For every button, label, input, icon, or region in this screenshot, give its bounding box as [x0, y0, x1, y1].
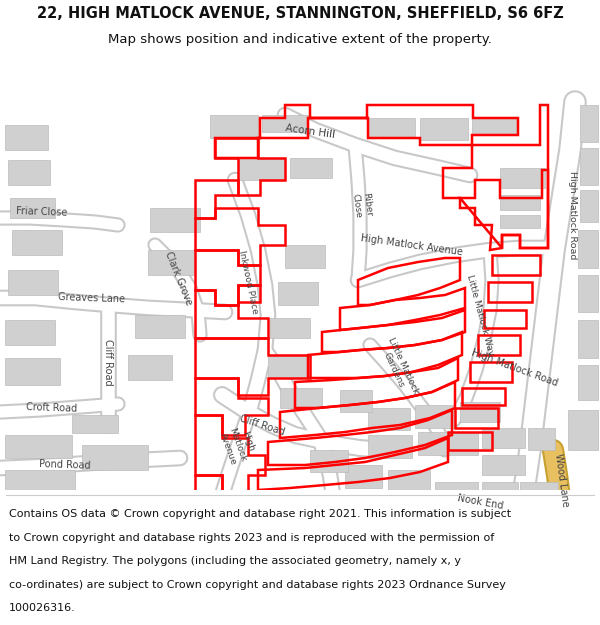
- Polygon shape: [420, 118, 468, 140]
- Polygon shape: [418, 432, 478, 455]
- Polygon shape: [528, 428, 555, 450]
- Text: Croft Road: Croft Road: [26, 402, 78, 414]
- Text: High Matlock Road: High Matlock Road: [568, 171, 577, 259]
- Polygon shape: [135, 315, 185, 338]
- Polygon shape: [340, 390, 372, 412]
- Text: Nook End: Nook End: [456, 493, 504, 511]
- Polygon shape: [482, 482, 518, 502]
- Text: co-ordinates) are subject to Crown copyright and database rights 2023 Ordnance S: co-ordinates) are subject to Crown copyr…: [9, 580, 506, 590]
- Polygon shape: [290, 158, 332, 178]
- Text: High Matlock Avenue: High Matlock Avenue: [361, 233, 464, 257]
- Polygon shape: [238, 158, 285, 180]
- Text: Cliff Road: Cliff Road: [238, 413, 286, 437]
- Text: Acorn Hill: Acorn Hill: [284, 124, 335, 141]
- Polygon shape: [500, 195, 540, 210]
- Polygon shape: [262, 115, 308, 132]
- Polygon shape: [8, 270, 58, 295]
- Polygon shape: [482, 455, 525, 475]
- Polygon shape: [520, 482, 558, 500]
- Polygon shape: [580, 148, 598, 185]
- Text: Map shows position and indicative extent of the property.: Map shows position and indicative extent…: [108, 34, 492, 46]
- Polygon shape: [8, 160, 50, 185]
- Polygon shape: [472, 118, 518, 135]
- Text: Inkwood Place: Inkwood Place: [237, 249, 259, 314]
- Polygon shape: [5, 358, 60, 385]
- Polygon shape: [500, 168, 545, 188]
- Polygon shape: [5, 125, 48, 150]
- Text: Pond Road: Pond Road: [39, 459, 91, 471]
- Polygon shape: [12, 230, 62, 255]
- Text: Greaves Lane: Greaves Lane: [58, 292, 125, 304]
- Polygon shape: [150, 208, 200, 232]
- Polygon shape: [368, 408, 410, 430]
- Polygon shape: [278, 282, 318, 305]
- Polygon shape: [460, 402, 500, 422]
- Polygon shape: [388, 470, 430, 492]
- Text: 22, HIGH MATLOCK AVENUE, STANNINGTON, SHEFFIELD, S6 6FZ: 22, HIGH MATLOCK AVENUE, STANNINGTON, SH…: [37, 6, 563, 21]
- Polygon shape: [578, 320, 598, 358]
- Text: Contains OS data © Crown copyright and database right 2021. This information is : Contains OS data © Crown copyright and d…: [9, 509, 511, 519]
- Text: Friar Close: Friar Close: [16, 206, 68, 218]
- Polygon shape: [578, 230, 598, 268]
- Polygon shape: [580, 190, 598, 222]
- Polygon shape: [368, 435, 412, 458]
- Text: Little Matlock Way: Little Matlock Way: [465, 274, 495, 356]
- Polygon shape: [268, 355, 308, 378]
- Polygon shape: [415, 405, 455, 428]
- Polygon shape: [10, 198, 55, 218]
- Polygon shape: [148, 250, 195, 275]
- Text: Clark Grove: Clark Grove: [163, 249, 193, 306]
- Text: to Crown copyright and database rights 2023 and is reproduced with the permissio: to Crown copyright and database rights 2…: [9, 532, 494, 542]
- Polygon shape: [270, 318, 310, 338]
- Polygon shape: [128, 355, 172, 380]
- Polygon shape: [280, 388, 322, 408]
- Text: High Matlock Road: High Matlock Road: [470, 348, 560, 388]
- Text: HM Land Registry. The polygons (including the associated geometry, namely x, y: HM Land Registry. The polygons (includin…: [9, 556, 461, 566]
- Polygon shape: [578, 275, 598, 312]
- Polygon shape: [210, 115, 258, 138]
- Polygon shape: [72, 415, 118, 433]
- Text: Cliff Road: Cliff Road: [103, 339, 113, 385]
- Polygon shape: [5, 435, 72, 458]
- Text: Little Matlock
Gardens: Little Matlock Gardens: [376, 336, 420, 400]
- Text: 100026316.: 100026316.: [9, 603, 76, 613]
- Text: High
Matlock
Avenue: High Matlock Avenue: [218, 423, 258, 467]
- Polygon shape: [482, 428, 525, 448]
- Polygon shape: [368, 118, 415, 138]
- Polygon shape: [82, 445, 148, 470]
- Polygon shape: [310, 450, 348, 472]
- Polygon shape: [500, 215, 540, 228]
- Text: Wood Lane: Wood Lane: [553, 452, 571, 508]
- Polygon shape: [580, 105, 598, 142]
- Polygon shape: [285, 245, 325, 268]
- Polygon shape: [568, 410, 598, 450]
- Text: Riber
Close: Riber Close: [350, 191, 373, 219]
- Polygon shape: [345, 465, 382, 488]
- Polygon shape: [435, 482, 478, 502]
- Polygon shape: [5, 320, 55, 345]
- Polygon shape: [578, 365, 598, 400]
- Polygon shape: [5, 470, 75, 495]
